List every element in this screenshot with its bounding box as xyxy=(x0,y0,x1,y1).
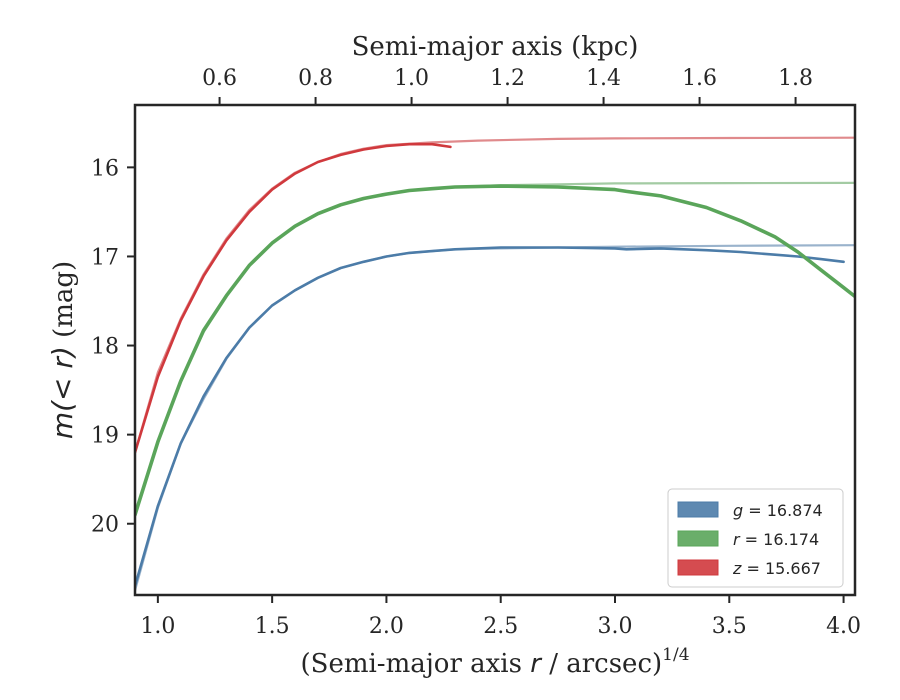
x-tick-label: 2.5 xyxy=(483,614,518,639)
x-tick-label: 1.0 xyxy=(140,614,175,639)
legend-band-r: r xyxy=(733,530,741,549)
top-x-tick-label: 1.8 xyxy=(778,66,813,91)
y-axis-title-unit: (mag) xyxy=(49,261,79,346)
x-tick-label: 3.0 xyxy=(598,614,633,639)
plot-frame xyxy=(133,103,857,597)
x-axis-title-suffix: / arcsec) xyxy=(541,649,662,679)
legend-swatch-r xyxy=(677,530,719,547)
x-tick-label: 3.5 xyxy=(712,614,747,639)
x-axis-title: (Semi-major axis r / arcsec)1/4 xyxy=(300,645,689,679)
series-r-data xyxy=(135,184,855,517)
x-tick-label: 1.5 xyxy=(255,614,290,639)
series-r-model xyxy=(135,181,855,516)
x-axis-title-exponent: 1/4 xyxy=(662,645,689,665)
legend-value-r: = 16.174 xyxy=(740,530,820,549)
top-x-tick-label: 1.6 xyxy=(682,66,717,91)
legend-label-z: z = 15.667 xyxy=(732,559,821,578)
series-layer xyxy=(135,136,855,592)
top-axis-title: Semi-major axis (kpc) xyxy=(352,32,639,62)
y-tick-label: 19 xyxy=(91,424,119,449)
y-axis-title: m(< r) (mag) xyxy=(46,261,79,439)
top-x-tick-label: 1.2 xyxy=(490,66,525,91)
top-x-tick-label: 0.8 xyxy=(298,66,333,91)
x-tick-label: 2.0 xyxy=(369,614,404,639)
ticks-layer: 1.0 1.5 2.0 2.5 3.0 3.5 4.0 0.6 0.8 1.0 1.2 1.4 1.6 1… xyxy=(91,66,861,639)
y-axis-title-math: m(< r) xyxy=(46,346,79,439)
legend-band-z: z xyxy=(732,559,742,578)
series-g-data xyxy=(135,246,845,588)
legend-band-g: g xyxy=(733,501,743,520)
y-tick-label: 18 xyxy=(91,335,119,360)
x-axis-title-var: r xyxy=(530,649,543,679)
y-tick-label: 20 xyxy=(91,513,119,538)
legend-swatch-z xyxy=(677,559,719,576)
y-tick-label: 17 xyxy=(91,245,119,270)
legend-label-g: g = 16.874 xyxy=(733,501,823,520)
top-x-tick-label: 1.0 xyxy=(394,66,429,91)
x-tick-label: 4.0 xyxy=(826,614,861,639)
x-axis-title-prefix: (Semi-major axis xyxy=(300,649,530,679)
top-x-tick-label: 1.4 xyxy=(586,66,621,91)
series-z-data xyxy=(135,142,452,454)
top-x-tick-label: 0.6 xyxy=(202,66,237,91)
legend-swatch-g xyxy=(677,501,719,518)
legend-label-r: r = 16.174 xyxy=(733,530,819,549)
legend-value-z: = 15.667 xyxy=(741,559,821,578)
y-tick-label: 16 xyxy=(91,156,119,181)
legend-value-g: = 16.874 xyxy=(743,501,823,520)
